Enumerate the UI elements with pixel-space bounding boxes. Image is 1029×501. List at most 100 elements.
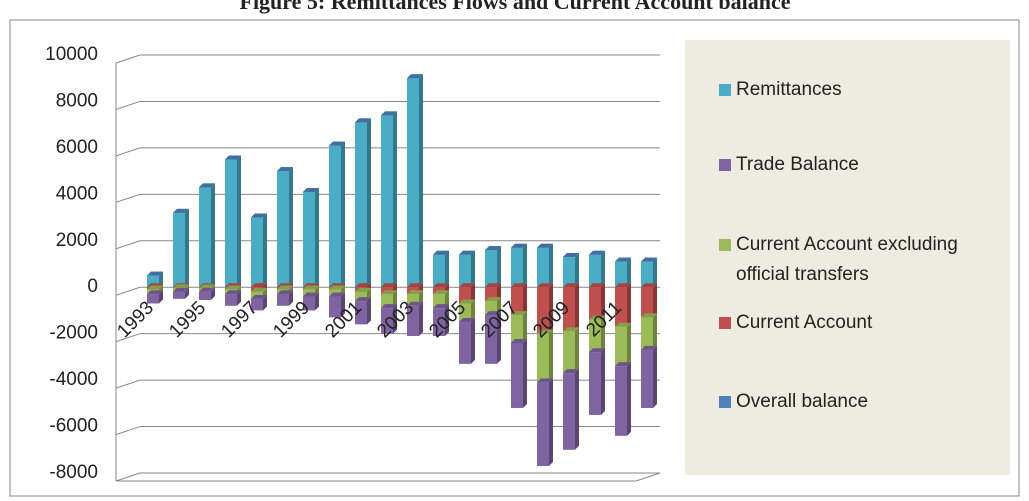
bar <box>329 141 345 146</box>
bar-face <box>225 294 237 306</box>
bar-face <box>303 192 315 288</box>
bar <box>277 290 293 306</box>
bar-side <box>549 378 553 467</box>
bar <box>563 327 579 374</box>
bar-top <box>641 283 657 288</box>
bar-side <box>289 167 293 288</box>
legend-label: Current Account excluding official transf… <box>736 234 958 285</box>
bar <box>615 257 631 288</box>
bar-top <box>355 297 371 302</box>
bar <box>173 208 189 288</box>
bar-face <box>511 342 523 408</box>
bar-side <box>367 118 371 288</box>
y-tick-label: 8000 <box>56 90 98 111</box>
bar-side <box>627 283 631 327</box>
bar-side <box>263 213 267 288</box>
y-tick-label: -6000 <box>49 416 98 437</box>
bar <box>329 141 345 288</box>
legend-swatch <box>719 396 731 408</box>
bar-side <box>601 250 605 288</box>
bar-side <box>497 246 501 288</box>
bar-side <box>497 283 501 302</box>
bar-top <box>459 299 475 304</box>
bar-side <box>445 304 449 336</box>
bar-side <box>471 299 475 323</box>
bar <box>329 292 345 318</box>
bar-face <box>641 317 653 350</box>
bar-face <box>277 294 289 306</box>
bar <box>277 167 293 288</box>
bar-top <box>303 285 319 290</box>
bar-side <box>393 290 397 309</box>
bar-side <box>601 283 605 320</box>
bar-side <box>497 311 501 364</box>
bar-face <box>537 287 549 334</box>
bar-side <box>471 283 475 304</box>
bar-side <box>523 338 527 408</box>
bar-face <box>147 294 159 304</box>
bar-side <box>315 188 319 288</box>
grid-line <box>115 333 141 343</box>
bar-top <box>329 285 345 290</box>
bar <box>433 250 449 255</box>
y-tick-label: -4000 <box>49 369 98 390</box>
bar-top <box>485 297 501 302</box>
bar-top <box>563 283 579 288</box>
bar-face <box>485 315 497 364</box>
bar-top <box>277 167 293 172</box>
bar <box>537 329 553 383</box>
bar-face <box>433 254 445 288</box>
bar-top <box>147 285 163 290</box>
bar-side <box>289 290 293 306</box>
bar-side <box>653 283 657 318</box>
bar-face <box>173 212 185 288</box>
bar-side <box>211 287 215 300</box>
bar-top <box>199 284 215 289</box>
bar-face <box>641 287 653 318</box>
bar <box>173 287 189 299</box>
bar-top <box>589 250 605 255</box>
axis-line <box>635 472 661 482</box>
y-tick-label: 4000 <box>56 183 98 204</box>
bar-side <box>627 322 631 367</box>
bar-face <box>407 78 419 288</box>
bar-face <box>641 349 653 408</box>
bar-face <box>251 298 263 311</box>
bar-side <box>263 294 267 311</box>
bar-top <box>329 292 345 297</box>
bar-top <box>277 290 293 295</box>
bar-side <box>523 283 527 316</box>
bar-side <box>211 183 215 288</box>
legend-swatch <box>719 239 731 251</box>
bar-top <box>459 250 475 255</box>
bar-top <box>485 246 501 251</box>
grid-line <box>115 147 141 157</box>
bar-side <box>523 311 527 343</box>
bar <box>407 74 423 79</box>
bar-side <box>549 329 553 383</box>
legend-label: Remittances <box>736 79 842 100</box>
bar <box>355 297 371 325</box>
bar-side <box>315 292 319 311</box>
bar-top <box>615 362 631 367</box>
bar <box>589 315 605 353</box>
bar-face <box>303 296 315 311</box>
bar-face <box>563 287 575 332</box>
legend-swatch <box>719 159 731 171</box>
bar-top <box>433 250 449 255</box>
bar <box>511 311 527 343</box>
bar-face <box>511 315 523 343</box>
bar-face <box>511 247 523 288</box>
bar <box>407 74 423 288</box>
bar <box>537 243 553 248</box>
bar-face <box>615 366 627 436</box>
bar-top <box>329 141 345 146</box>
bar-side <box>575 369 579 450</box>
bar <box>511 243 527 248</box>
bar <box>381 111 397 116</box>
grid-line <box>115 472 141 482</box>
bar-top <box>277 285 293 290</box>
bar-side <box>549 243 553 288</box>
bar-side <box>601 348 605 415</box>
bar <box>563 283 579 332</box>
